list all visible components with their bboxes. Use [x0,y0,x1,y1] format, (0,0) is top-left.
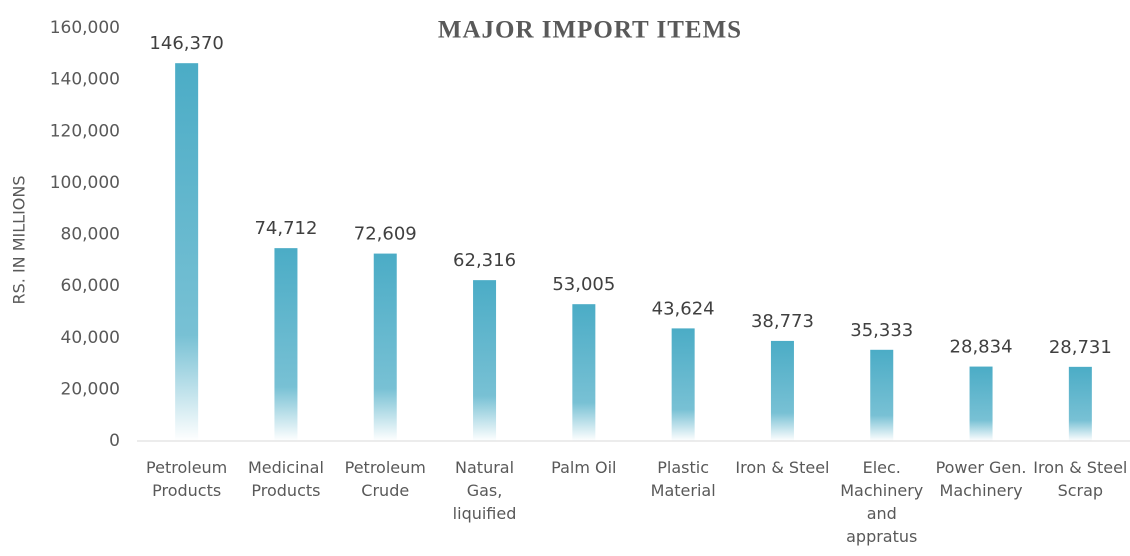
bar [870,349,894,441]
data-label: 38,773 [751,311,814,332]
x-tick-label: Petroleum Products [146,458,228,500]
data-label: 62,316 [453,250,516,271]
bar [473,280,497,441]
bar [572,304,596,441]
bar [274,248,298,441]
chart-title: MAJOR IMPORT ITEMS [438,17,742,44]
x-tick-label: Elec. Machinery and appratus [840,458,924,546]
bar [969,366,993,441]
bar [671,328,695,441]
y-tick-label: 20,000 [61,379,120,399]
x-tick-label: Iron & Steel [735,458,830,477]
y-tick-label: 80,000 [61,225,120,245]
x-tick-label: Plastic Material [650,458,716,500]
y-tick-label: 120,000 [50,121,120,141]
bar [175,63,199,442]
data-label: 28,834 [950,337,1013,358]
y-tick-label: 160,000 [50,18,120,38]
y-tick-label: 60,000 [61,276,120,296]
x-tick-label: Power Gen. Machinery [935,458,1027,500]
data-label: 146,370 [149,33,223,54]
data-label: 28,731 [1049,337,1112,358]
data-label: 72,609 [354,224,417,245]
y-tick-label: 40,000 [61,328,120,348]
y-tick-label: 0 [109,431,120,451]
bar [1068,366,1092,441]
y-tick-label: 100,000 [50,173,120,193]
x-tick-label: Medicinal Products [248,458,324,500]
x-tick-label: Iron & Steel Scrap [1033,458,1128,500]
x-tick-label: Petroleum Crude [344,458,426,500]
x-tick-label: Palm Oil [551,458,617,477]
y-axis-label: RS. IN MILLIONS [10,175,29,304]
data-label: 43,624 [652,298,715,319]
data-label: 74,712 [254,218,317,239]
y-tick-label: 140,000 [50,70,120,90]
data-label: 53,005 [552,274,615,295]
data-label: 35,333 [850,320,913,341]
bar [770,340,794,441]
x-tick-label: Natural Gas, liquified [452,458,517,523]
bar [373,253,397,441]
